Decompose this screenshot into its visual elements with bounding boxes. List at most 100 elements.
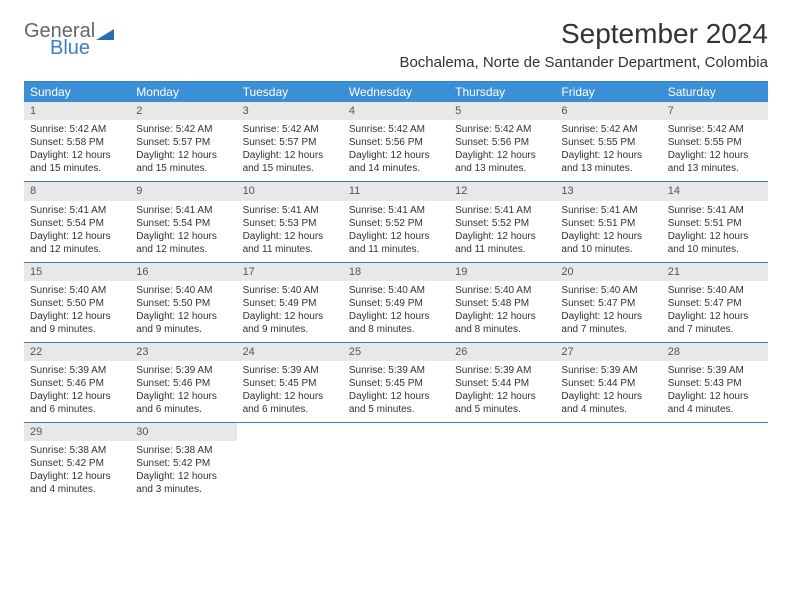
weekday-header: Monday — [130, 82, 236, 102]
day-number: 10 — [237, 181, 343, 200]
daylight-line: Daylight: 12 hours and 15 minutes. — [30, 149, 124, 175]
day-number: 12 — [449, 181, 555, 200]
sunset-line: Sunset: 5:48 PM — [455, 297, 549, 310]
day-number: 11 — [343, 181, 449, 200]
sunrise-line: Sunrise: 5:42 AM — [30, 123, 124, 136]
day-cell: 15Sunrise: 5:40 AMSunset: 5:50 PMDayligh… — [24, 262, 130, 342]
sunset-line: Sunset: 5:44 PM — [455, 377, 549, 390]
sunrise-line: Sunrise: 5:42 AM — [561, 123, 655, 136]
calendar-grid: SundayMondayTuesdayWednesdayThursdayFrid… — [24, 81, 768, 502]
sunset-line: Sunset: 5:55 PM — [668, 136, 762, 149]
sunrise-line: Sunrise: 5:41 AM — [349, 204, 443, 217]
day-number: 25 — [343, 342, 449, 361]
sunrise-line: Sunrise: 5:39 AM — [30, 364, 124, 377]
sunrise-line: Sunrise: 5:38 AM — [30, 444, 124, 457]
page-header: General Blue September 2024 Bochalema, N… — [24, 18, 768, 71]
day-body: Sunrise: 5:39 AMSunset: 5:45 PMDaylight:… — [237, 361, 343, 422]
day-cell: 1Sunrise: 5:42 AMSunset: 5:58 PMDaylight… — [24, 102, 130, 181]
sunset-line: Sunset: 5:42 PM — [30, 457, 124, 470]
day-body: Sunrise: 5:39 AMSunset: 5:45 PMDaylight:… — [343, 361, 449, 422]
day-cell: 18Sunrise: 5:40 AMSunset: 5:49 PMDayligh… — [343, 262, 449, 342]
day-cell: 27Sunrise: 5:39 AMSunset: 5:44 PMDayligh… — [555, 342, 661, 422]
daylight-line: Daylight: 12 hours and 7 minutes. — [668, 310, 762, 336]
sunset-line: Sunset: 5:57 PM — [136, 136, 230, 149]
sunrise-line: Sunrise: 5:40 AM — [349, 284, 443, 297]
daylight-line: Daylight: 12 hours and 6 minutes. — [243, 390, 337, 416]
day-body: Sunrise: 5:41 AMSunset: 5:52 PMDaylight:… — [449, 201, 555, 262]
day-body: Sunrise: 5:39 AMSunset: 5:43 PMDaylight:… — [662, 361, 768, 422]
day-number: 2 — [130, 102, 236, 120]
day-body: Sunrise: 5:40 AMSunset: 5:47 PMDaylight:… — [555, 281, 661, 342]
day-body: Sunrise: 5:42 AMSunset: 5:57 PMDaylight:… — [130, 120, 236, 181]
day-body: Sunrise: 5:39 AMSunset: 5:46 PMDaylight:… — [130, 361, 236, 422]
day-body: Sunrise: 5:40 AMSunset: 5:50 PMDaylight:… — [130, 281, 236, 342]
sunset-line: Sunset: 5:52 PM — [349, 217, 443, 230]
day-cell: 13Sunrise: 5:41 AMSunset: 5:51 PMDayligh… — [555, 181, 661, 261]
day-cell: 19Sunrise: 5:40 AMSunset: 5:48 PMDayligh… — [449, 262, 555, 342]
sunrise-line: Sunrise: 5:42 AM — [243, 123, 337, 136]
daylight-line: Daylight: 12 hours and 6 minutes. — [136, 390, 230, 416]
brand-triangle-icon — [96, 25, 114, 43]
daylight-line: Daylight: 12 hours and 10 minutes. — [561, 230, 655, 256]
day-number: 30 — [130, 422, 236, 441]
daylight-line: Daylight: 12 hours and 11 minutes. — [349, 230, 443, 256]
daylight-line: Daylight: 12 hours and 9 minutes. — [30, 310, 124, 336]
title-block: September 2024 Bochalema, Norte de Santa… — [399, 18, 768, 71]
day-number: 24 — [237, 342, 343, 361]
sunrise-line: Sunrise: 5:40 AM — [243, 284, 337, 297]
weekday-header: Thursday — [449, 82, 555, 102]
daylight-line: Daylight: 12 hours and 13 minutes. — [668, 149, 762, 175]
day-number: 4 — [343, 102, 449, 120]
day-number: 6 — [555, 102, 661, 120]
daylight-line: Daylight: 12 hours and 8 minutes. — [455, 310, 549, 336]
sunrise-line: Sunrise: 5:38 AM — [136, 444, 230, 457]
day-number: 15 — [24, 262, 130, 281]
day-cell: 17Sunrise: 5:40 AMSunset: 5:49 PMDayligh… — [237, 262, 343, 342]
weekday-header: Friday — [555, 82, 661, 102]
day-body: Sunrise: 5:39 AMSunset: 5:44 PMDaylight:… — [449, 361, 555, 422]
sunset-line: Sunset: 5:44 PM — [561, 377, 655, 390]
day-body: Sunrise: 5:42 AMSunset: 5:56 PMDaylight:… — [449, 120, 555, 181]
daylight-line: Daylight: 12 hours and 13 minutes. — [455, 149, 549, 175]
sunset-line: Sunset: 5:47 PM — [561, 297, 655, 310]
empty-cell — [237, 422, 343, 502]
weekday-header: Saturday — [662, 82, 768, 102]
day-number: 23 — [130, 342, 236, 361]
day-cell: 26Sunrise: 5:39 AMSunset: 5:44 PMDayligh… — [449, 342, 555, 422]
day-cell: 9Sunrise: 5:41 AMSunset: 5:54 PMDaylight… — [130, 181, 236, 261]
sunset-line: Sunset: 5:49 PM — [243, 297, 337, 310]
day-cell: 20Sunrise: 5:40 AMSunset: 5:47 PMDayligh… — [555, 262, 661, 342]
daylight-line: Daylight: 12 hours and 10 minutes. — [668, 230, 762, 256]
day-number: 17 — [237, 262, 343, 281]
day-body: Sunrise: 5:40 AMSunset: 5:49 PMDaylight:… — [237, 281, 343, 342]
sunrise-line: Sunrise: 5:41 AM — [243, 204, 337, 217]
day-body: Sunrise: 5:42 AMSunset: 5:56 PMDaylight:… — [343, 120, 449, 181]
day-cell: 22Sunrise: 5:39 AMSunset: 5:46 PMDayligh… — [24, 342, 130, 422]
location-text: Bochalema, Norte de Santander Department… — [399, 54, 768, 71]
daylight-line: Daylight: 12 hours and 12 minutes. — [136, 230, 230, 256]
day-body: Sunrise: 5:40 AMSunset: 5:47 PMDaylight:… — [662, 281, 768, 342]
day-body: Sunrise: 5:42 AMSunset: 5:55 PMDaylight:… — [662, 120, 768, 181]
sunset-line: Sunset: 5:54 PM — [30, 217, 124, 230]
day-cell: 3Sunrise: 5:42 AMSunset: 5:57 PMDaylight… — [237, 102, 343, 181]
sunset-line: Sunset: 5:50 PM — [136, 297, 230, 310]
weekday-header: Sunday — [24, 82, 130, 102]
daylight-line: Daylight: 12 hours and 5 minutes. — [455, 390, 549, 416]
sunrise-line: Sunrise: 5:41 AM — [30, 204, 124, 217]
day-number: 1 — [24, 102, 130, 120]
day-body: Sunrise: 5:41 AMSunset: 5:51 PMDaylight:… — [662, 201, 768, 262]
sunset-line: Sunset: 5:45 PM — [243, 377, 337, 390]
sunset-line: Sunset: 5:43 PM — [668, 377, 762, 390]
sunrise-line: Sunrise: 5:40 AM — [561, 284, 655, 297]
daylight-line: Daylight: 12 hours and 7 minutes. — [561, 310, 655, 336]
day-cell: 21Sunrise: 5:40 AMSunset: 5:47 PMDayligh… — [662, 262, 768, 342]
day-number: 29 — [24, 422, 130, 441]
day-number: 3 — [237, 102, 343, 120]
sunset-line: Sunset: 5:42 PM — [136, 457, 230, 470]
day-number: 21 — [662, 262, 768, 281]
daylight-line: Daylight: 12 hours and 15 minutes. — [136, 149, 230, 175]
daylight-line: Daylight: 12 hours and 4 minutes. — [668, 390, 762, 416]
daylight-line: Daylight: 12 hours and 14 minutes. — [349, 149, 443, 175]
day-number: 26 — [449, 342, 555, 361]
sunset-line: Sunset: 5:46 PM — [30, 377, 124, 390]
